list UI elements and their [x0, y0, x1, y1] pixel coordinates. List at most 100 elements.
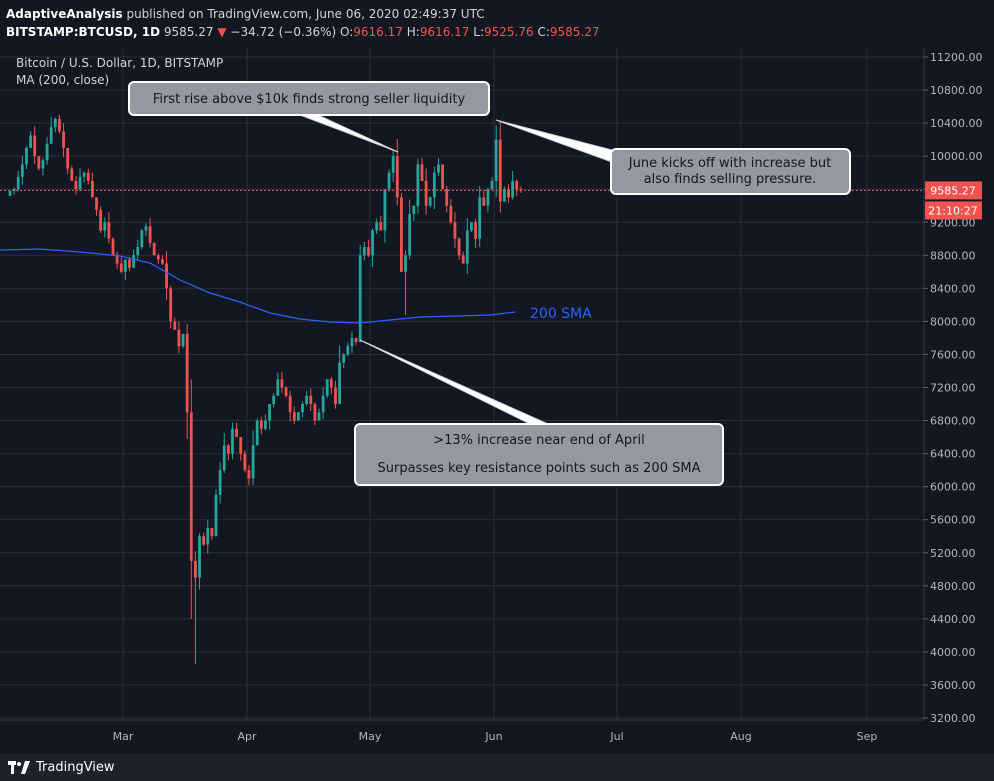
candle-body: [144, 226, 148, 231]
candle-body: [119, 263, 123, 272]
close-value: 9585.27: [549, 25, 600, 39]
candle-body: [161, 259, 164, 264]
countdown-badge-bg: [925, 201, 982, 220]
high-label: H:: [406, 25, 420, 39]
candle-body: [156, 255, 160, 260]
candle-body: [165, 263, 168, 289]
tradingview-icon: [8, 761, 30, 774]
candle-body: [457, 238, 461, 256]
annotation-april[interactable]: >13% increase near end of April Surpasse…: [354, 339, 724, 486]
annotation-june[interactable]: June kicks off with increase but also fi…: [495, 119, 851, 195]
candle-body: [416, 164, 420, 206]
high-value: 9616.17: [419, 25, 470, 39]
candle-body: [268, 404, 271, 421]
last-price-value: 9585.27: [930, 184, 976, 197]
price-tick-label: 3600.00: [930, 679, 976, 692]
publish-text: published on TradingView.com, June 06, 2…: [122, 7, 485, 21]
candle-body: [486, 189, 490, 206]
candle-body: [358, 255, 362, 343]
candle-body: [243, 453, 247, 471]
candle-body: [107, 222, 111, 239]
candle-body: [25, 147, 28, 165]
candle-body: [99, 209, 103, 231]
candle-body: [395, 156, 399, 198]
candle-body: [400, 197, 403, 272]
down-arrow-icon: ▼: [217, 25, 227, 39]
time-tick-label: May: [359, 730, 382, 743]
tradingview-logo[interactable]: TradingView: [8, 760, 115, 775]
open-label: O:: [340, 25, 354, 39]
candle-body: [53, 118, 57, 128]
low-value: 9525.76: [484, 25, 534, 39]
symbol-name[interactable]: BITSTAMP:BTCUSD, 1D: [6, 25, 161, 39]
price-tick-label: 10800.00: [930, 84, 983, 97]
price-tick-label: 5600.00: [930, 514, 976, 527]
candle-body: [115, 255, 119, 264]
candle-body: [148, 226, 152, 243]
candle-body: [292, 412, 296, 421]
candle-body: [519, 189, 523, 191]
author-name[interactable]: AdaptiveAnalysis: [6, 7, 123, 21]
price-tick-label: 9200.00: [930, 216, 976, 229]
candle-body: [66, 147, 70, 169]
candle-body: [49, 127, 53, 144]
price-tick-label: 6000.00: [930, 481, 976, 494]
candle-body: [313, 404, 317, 421]
callout-box: [128, 81, 490, 116]
time-axis: Mar Apr May Jun Jul Aug Sep: [113, 730, 878, 743]
low-label: L:: [473, 25, 484, 39]
candle-body: [185, 333, 189, 413]
candle-body: [342, 354, 346, 363]
candle-body: [317, 412, 321, 421]
sma-200-line: [0, 248, 516, 324]
candle-body: [404, 255, 407, 272]
candle-body: [350, 337, 354, 347]
candle-body: [441, 164, 444, 190]
candle-body: [251, 445, 255, 479]
candle-body: [111, 238, 115, 256]
candle-body: [354, 337, 358, 343]
annotation-seller-liquidity[interactable]: First rise above $10k finds strong selle…: [128, 81, 490, 153]
price-chart[interactable]: 11200.0010800.0010400.0010000.009600.009…: [0, 0, 994, 754]
candle-body: [128, 259, 131, 268]
close-label: C:: [537, 25, 550, 39]
symbol-bar: BITSTAMP:BTCUSD, 1D 9585.27 ▼ −34.72 (−0…: [6, 25, 600, 39]
candle-body: [218, 470, 222, 495]
candle-body: [515, 180, 519, 190]
candle-body: [177, 329, 181, 347]
candle-body: [420, 164, 424, 181]
candle-body: [210, 527, 214, 537]
price-tick-label: 11200.00: [930, 51, 983, 64]
price-tick-label: 10400.00: [930, 117, 983, 130]
chart-legend-title: Bitcoin / U.S. Dollar, 1D, BITSTAMP: [16, 56, 223, 70]
candle-body: [325, 379, 329, 396]
candle-body: [20, 164, 24, 177]
candle-body: [264, 420, 267, 429]
candle-body: [239, 437, 243, 454]
candle-body: [173, 321, 177, 330]
candle-body: [297, 412, 300, 421]
candle-body: [305, 395, 309, 405]
candle-body: [284, 387, 288, 396]
candle-body: [62, 131, 65, 148]
candle-body: [329, 379, 333, 388]
price-tick-label: 8000.00: [930, 315, 976, 328]
price-tick-label: 5200.00: [930, 547, 976, 560]
price-tick-label: 8800.00: [930, 249, 976, 262]
callout-box: [354, 423, 724, 486]
candle-body: [78, 176, 82, 190]
candle-body: [206, 527, 210, 545]
chart-background: [0, 0, 994, 754]
candle-body: [383, 189, 387, 231]
candle-body: [231, 428, 234, 454]
time-tick-label: Jun: [484, 730, 502, 743]
candle-body: [408, 213, 412, 256]
candle-body: [169, 288, 173, 322]
price-change: −34.72 (−0.36%): [230, 25, 337, 39]
candle-body: [29, 135, 32, 148]
candle-body: [387, 172, 391, 190]
chart-legend-indicator[interactable]: MA (200, close): [16, 73, 109, 87]
candle-body: [103, 222, 107, 231]
bar-countdown: 21:10:27: [928, 204, 977, 217]
time-tick-label: Mar: [113, 730, 134, 743]
